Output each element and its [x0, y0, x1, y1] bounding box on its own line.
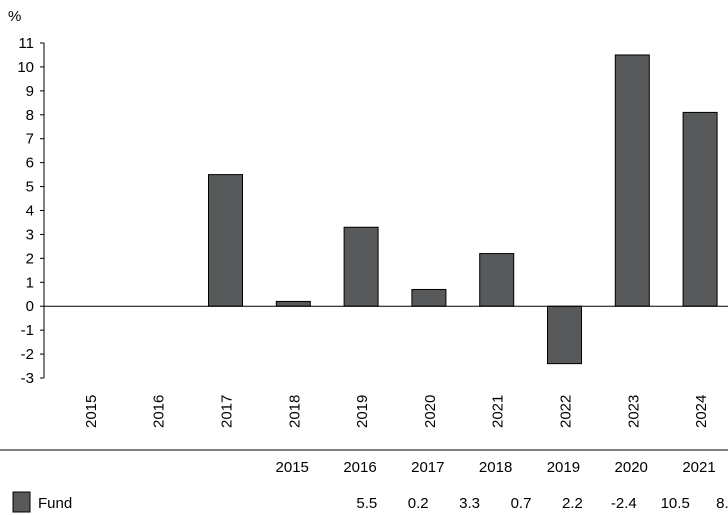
y-tick-label: 2 [26, 250, 34, 267]
bar-2018 [275, 300, 311, 307]
bar-2021 [479, 253, 515, 307]
table-header-cell: 2015 [276, 459, 309, 476]
x-tick-label: 2019 [354, 395, 371, 428]
table-value-cell: 3.3 [459, 495, 480, 512]
bar-2020 [411, 288, 447, 307]
legend-swatch [12, 491, 31, 513]
table-header-cell: 2016 [343, 459, 376, 476]
y-tick-label: 11 [18, 35, 34, 52]
table-value-cell: 2.2 [562, 495, 583, 512]
y-tick-label: 10 [17, 59, 34, 76]
table-value-cell: 0.2 [408, 495, 429, 512]
bar-2023 [614, 54, 650, 307]
y-tick-label: 0 [26, 298, 34, 315]
x-tick-label: 2021 [490, 395, 507, 428]
y-tick-label: 8 [26, 107, 34, 124]
table-header-cell: 2017 [411, 459, 444, 476]
bar-2017 [208, 174, 243, 307]
table-value-cell: -2.4 [611, 495, 637, 512]
x-tick-label: 2022 [558, 395, 575, 428]
table-header-cell: 2018 [479, 459, 512, 476]
bar-2019 [343, 226, 379, 307]
y-tick-label: 7 [26, 131, 34, 148]
y-tick-label: 5 [26, 179, 34, 196]
table-value-cell: 5.5 [356, 495, 377, 512]
y-tick-label: -2 [21, 346, 34, 363]
y-tick-label: -3 [21, 370, 34, 387]
y-unit-label: % [8, 8, 21, 25]
x-tick-label: 2015 [83, 395, 100, 428]
table-header-cell: 2021 [682, 459, 715, 476]
y-tick-label: 4 [26, 203, 34, 220]
y-tick-label: -1 [21, 322, 34, 339]
table-value-cell: 0.7 [511, 495, 532, 512]
y-tick-label: 9 [26, 83, 34, 100]
bar-2024 [682, 111, 718, 307]
table-header-cell: 2019 [547, 459, 580, 476]
table-value-cell: 8.1 [716, 495, 728, 512]
legend-series-name: Fund [38, 495, 72, 512]
x-tick-label: 2018 [286, 395, 303, 428]
table-value-cell: 10.5 [661, 495, 690, 512]
x-tick-label: 2023 [625, 395, 642, 428]
x-tick-label: 2016 [151, 395, 168, 428]
x-tick-label: 2024 [693, 395, 710, 428]
y-tick-label: 1 [26, 274, 34, 291]
y-tick-label: 3 [26, 226, 34, 243]
bar-2022 [547, 305, 582, 365]
x-tick-label: 2017 [219, 395, 236, 428]
y-tick-label: 6 [26, 155, 34, 172]
x-tick-label: 2020 [422, 395, 439, 428]
table-header-cell: 2020 [615, 459, 648, 476]
